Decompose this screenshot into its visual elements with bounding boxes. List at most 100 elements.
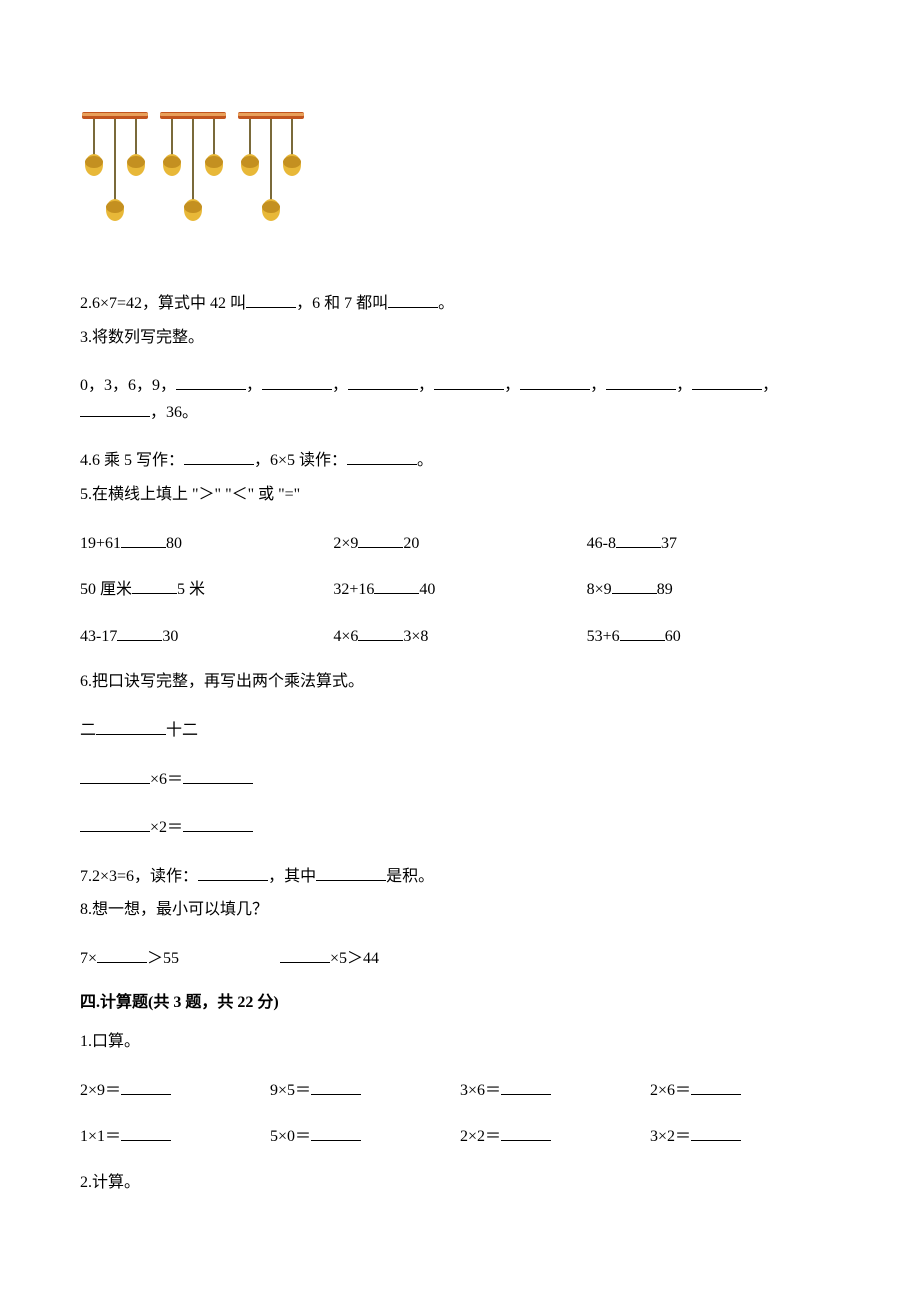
expr: 3×2＝ — [650, 1128, 691, 1145]
blank — [121, 1077, 171, 1095]
q8-expr1: 7×＞55 — [80, 945, 280, 972]
expr: 3×6＝ — [460, 1082, 501, 1099]
blank — [348, 372, 418, 390]
blank — [80, 399, 150, 417]
sep: ， — [246, 377, 262, 394]
blank — [520, 372, 590, 390]
blank — [501, 1123, 551, 1141]
q5-row-3: 43-1730 4×63×8 53+660 — [80, 623, 840, 650]
q2-text-c: 。 — [438, 295, 454, 312]
q4-text-c: 。 — [417, 452, 433, 469]
blank — [311, 1123, 361, 1141]
sep: ， — [762, 377, 778, 394]
q6-line2: ×6＝ — [80, 766, 840, 793]
expr: 2×9 — [333, 535, 358, 552]
blank — [280, 945, 330, 963]
q3-prefix: 0，3，6，9， — [80, 377, 176, 394]
expr: 89 — [657, 581, 673, 598]
s4-q1-row-2: 1×1＝ 5×0＝ 2×2＝ 3×2＝ — [80, 1123, 840, 1150]
blank — [246, 290, 296, 308]
blank — [606, 372, 676, 390]
expr: 40 — [419, 581, 435, 598]
lamp-group-3 — [236, 110, 306, 240]
q2-text-b: ，6 和 7 都叫 — [296, 295, 388, 312]
text: 是积。 — [386, 868, 434, 885]
expr: 20 — [403, 535, 419, 552]
calc-cell: 1×1＝ — [80, 1123, 270, 1150]
blank — [97, 945, 147, 963]
q4-text-a: 4.6 乘 5 写作： — [80, 452, 184, 469]
text: ，其中 — [268, 868, 316, 885]
blank — [388, 290, 438, 308]
expr: 5×0＝ — [270, 1128, 311, 1145]
sep: ， — [332, 377, 348, 394]
q8-row: 7×＞55 ×5＞44 — [80, 945, 480, 972]
expr: 8×9 — [587, 581, 612, 598]
sep: ， — [504, 377, 520, 394]
expr: 4×6 — [333, 628, 358, 645]
q5-row-1: 19+6180 2×9 20 46-837 — [80, 530, 840, 557]
calc-cell: 2×9＝ — [80, 1077, 270, 1104]
q6-line1: 二十二 — [80, 717, 840, 744]
expr: 50 厘米 — [80, 581, 132, 598]
calc-cell: 2×2＝ — [460, 1123, 650, 1150]
blank — [184, 447, 254, 465]
blank — [691, 1123, 741, 1141]
q5-cell: 32+16 40 — [333, 576, 586, 603]
q4-text-b: ，6×5 读作： — [254, 452, 347, 469]
expr: 43-17 — [80, 628, 117, 645]
blank — [434, 372, 504, 390]
expr: 80 — [166, 535, 182, 552]
blank — [80, 814, 150, 832]
blank — [132, 576, 177, 594]
question-7: 7.2×3=6，读作： ，其中 是积。 — [80, 863, 840, 890]
q8-expr2: ×5＞44 — [280, 945, 480, 972]
blank — [358, 623, 403, 641]
question-2: 2.6×7=42，算式中 42 叫 ，6 和 7 都叫 。 — [80, 290, 840, 317]
text: ×6＝ — [150, 771, 183, 788]
blank — [347, 447, 417, 465]
q6-line3: ×2＝ — [80, 814, 840, 841]
expr: 32+16 — [333, 581, 374, 598]
q5-cell: 46-837 — [587, 530, 840, 557]
q5-cell: 2×9 20 — [333, 530, 586, 557]
calc-cell: 2×6＝ — [650, 1077, 840, 1104]
section-4-heading: 四.计算题(共 3 题，共 22 分) — [80, 990, 840, 1016]
question-6-label: 6.把口诀写完整，再写出两个乘法算式。 — [80, 669, 840, 695]
blank — [358, 530, 403, 548]
lamp-group-1 — [80, 110, 150, 240]
blank — [262, 372, 332, 390]
q5-cell: 19+6180 — [80, 530, 333, 557]
blank — [616, 530, 661, 548]
expr: 3×8 — [403, 628, 428, 645]
text: ×2＝ — [150, 819, 183, 836]
blank — [121, 530, 166, 548]
s4-q2-label: 2.计算。 — [80, 1170, 840, 1196]
lamp-illustration — [80, 110, 840, 240]
expr: 53+6 — [587, 628, 620, 645]
sep: ， — [590, 377, 606, 394]
blank — [121, 1123, 171, 1141]
expr: 2×2＝ — [460, 1128, 501, 1145]
s4-q1-label: 1.口算。 — [80, 1029, 840, 1055]
q3-suffix: ，36。 — [150, 404, 198, 421]
blank — [80, 766, 150, 784]
expr: 30 — [162, 628, 178, 645]
blank — [198, 863, 268, 881]
text: 7.2×3=6，读作： — [80, 868, 198, 885]
blank — [620, 623, 665, 641]
q2-text-a: 2.6×7=42，算式中 42 叫 — [80, 295, 246, 312]
text: ×5＞44 — [330, 950, 379, 967]
calc-cell: 3×6＝ — [460, 1077, 650, 1104]
text: 7× — [80, 950, 97, 967]
expr: 2×9＝ — [80, 1082, 121, 1099]
blank — [612, 576, 657, 594]
sep: ， — [676, 377, 692, 394]
blank — [117, 623, 162, 641]
question-8-label: 8.想一想，最小可以填几？ — [80, 897, 840, 923]
expr: 1×1＝ — [80, 1128, 121, 1145]
blank — [374, 576, 419, 594]
calc-cell: 9×5＝ — [270, 1077, 460, 1104]
blank — [316, 863, 386, 881]
blank — [501, 1077, 551, 1095]
